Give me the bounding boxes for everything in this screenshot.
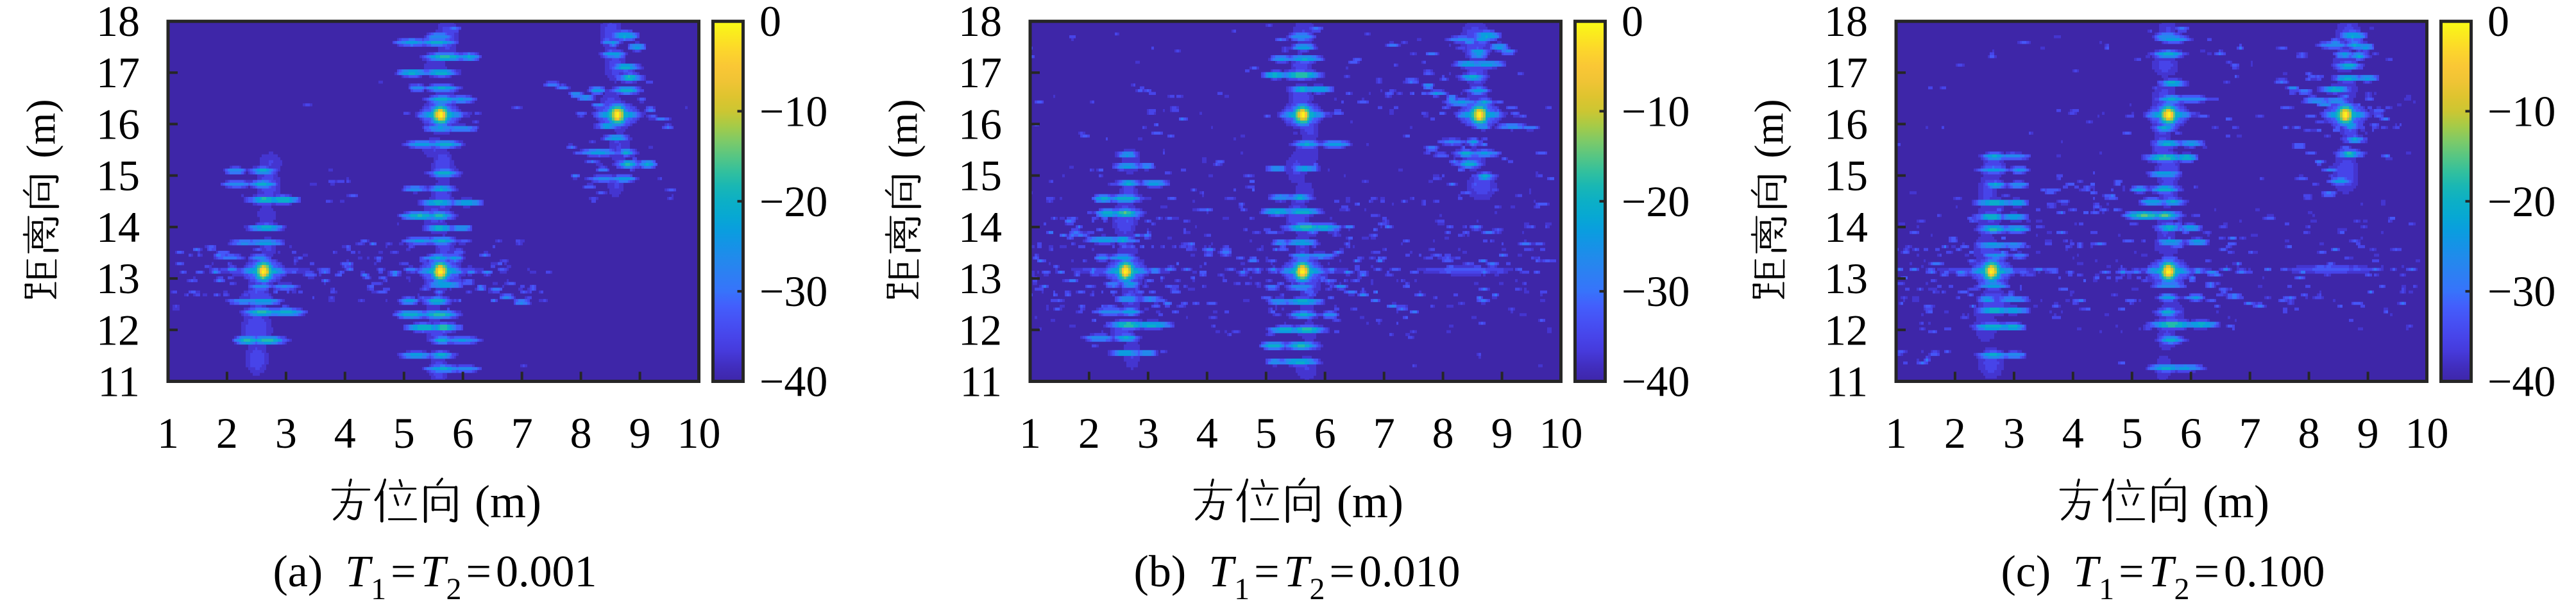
svg-text:7: 7 bbox=[1373, 409, 1395, 457]
svg-text:6: 6 bbox=[1314, 409, 1336, 457]
svg-text:0: 0 bbox=[1622, 0, 1643, 46]
svg-text:1: 1 bbox=[1019, 409, 1041, 457]
svg-text:(m): (m) bbox=[18, 99, 64, 158]
svg-text:13: 13 bbox=[958, 254, 1002, 303]
svg-text:(m): (m) bbox=[1746, 99, 1792, 158]
svg-text:(m): (m) bbox=[880, 99, 926, 158]
svg-text:10: 10 bbox=[677, 409, 721, 457]
svg-text:17: 17 bbox=[1824, 48, 1868, 97]
svg-text:1: 1 bbox=[1885, 409, 1907, 457]
svg-text:3: 3 bbox=[1137, 409, 1159, 457]
svg-text:(c) T1=T2=0.100: (c) T1 = T2 = 0.100 bbox=[2001, 547, 2325, 603]
svg-text:1: 1 bbox=[157, 409, 179, 457]
svg-text:11: 11 bbox=[1826, 357, 1868, 406]
svg-text:18: 18 bbox=[958, 0, 1002, 46]
svg-text:12: 12 bbox=[958, 305, 1002, 354]
svg-text:(m): (m) bbox=[475, 476, 541, 527]
svg-text:8: 8 bbox=[2298, 409, 2320, 457]
svg-text:7: 7 bbox=[511, 409, 533, 457]
svg-text:15: 15 bbox=[1824, 151, 1868, 200]
svg-text:10: 10 bbox=[1539, 409, 1583, 457]
svg-text:16: 16 bbox=[96, 99, 140, 148]
svg-text:−20: −20 bbox=[1622, 177, 1690, 226]
svg-text:−30: −30 bbox=[759, 267, 827, 316]
svg-text:13: 13 bbox=[1824, 254, 1868, 303]
svg-text:8: 8 bbox=[1432, 409, 1454, 457]
svg-text:2: 2 bbox=[1078, 409, 1100, 457]
svg-text:3: 3 bbox=[275, 409, 297, 457]
svg-text:6: 6 bbox=[452, 409, 474, 457]
svg-text:9: 9 bbox=[629, 409, 651, 457]
svg-text:5: 5 bbox=[2121, 409, 2143, 457]
svg-text:18: 18 bbox=[1824, 0, 1868, 46]
svg-text:(b) T1=T2=0.010: (b) T1 = T2 = 0.010 bbox=[1134, 547, 1461, 603]
svg-text:9: 9 bbox=[2357, 409, 2379, 457]
svg-text:17: 17 bbox=[96, 48, 140, 97]
svg-text:16: 16 bbox=[1824, 99, 1868, 148]
svg-text:2: 2 bbox=[1944, 409, 1966, 457]
svg-text:11: 11 bbox=[98, 357, 140, 406]
svg-text:14: 14 bbox=[958, 203, 1002, 251]
svg-text:18: 18 bbox=[96, 0, 140, 46]
svg-text:14: 14 bbox=[96, 203, 140, 251]
svg-text:12: 12 bbox=[96, 305, 140, 354]
svg-text:7: 7 bbox=[2239, 409, 2261, 457]
svg-text:0: 0 bbox=[759, 0, 781, 46]
svg-text:10: 10 bbox=[2405, 409, 2449, 457]
svg-text:(m): (m) bbox=[2203, 476, 2269, 527]
svg-text:12: 12 bbox=[1824, 305, 1868, 354]
svg-text:5: 5 bbox=[1255, 409, 1277, 457]
svg-text:11: 11 bbox=[960, 357, 1002, 406]
svg-text:−20: −20 bbox=[2487, 177, 2555, 226]
svg-text:9: 9 bbox=[1491, 409, 1513, 457]
svg-text:4: 4 bbox=[334, 409, 356, 457]
svg-text:−10: −10 bbox=[2487, 87, 2555, 135]
svg-text:15: 15 bbox=[958, 151, 1002, 200]
svg-text:−20: −20 bbox=[759, 177, 827, 226]
svg-text:13: 13 bbox=[96, 254, 140, 303]
svg-text:16: 16 bbox=[958, 99, 1002, 148]
svg-text:15: 15 bbox=[96, 151, 140, 200]
svg-text:(a) T1=T2=0.001: (a) T1 = T2 = 0.001 bbox=[273, 547, 597, 603]
svg-text:8: 8 bbox=[570, 409, 592, 457]
svg-text:14: 14 bbox=[1824, 203, 1868, 251]
svg-text:−40: −40 bbox=[759, 357, 827, 406]
svg-text:−10: −10 bbox=[759, 87, 827, 135]
svg-text:4: 4 bbox=[2062, 409, 2084, 457]
svg-text:−40: −40 bbox=[2487, 357, 2555, 406]
svg-text:−30: −30 bbox=[2487, 267, 2555, 316]
svg-text:2: 2 bbox=[216, 409, 238, 457]
svg-text:5: 5 bbox=[393, 409, 415, 457]
svg-text:6: 6 bbox=[2180, 409, 2202, 457]
svg-text:−40: −40 bbox=[1622, 357, 1690, 406]
svg-text:0: 0 bbox=[2487, 0, 2509, 46]
svg-text:17: 17 bbox=[958, 48, 1002, 97]
svg-text:(m): (m) bbox=[1337, 476, 1403, 527]
svg-text:4: 4 bbox=[1196, 409, 1218, 457]
svg-text:−30: −30 bbox=[1622, 267, 1690, 316]
svg-text:3: 3 bbox=[2003, 409, 2025, 457]
svg-text:−10: −10 bbox=[1622, 87, 1690, 135]
